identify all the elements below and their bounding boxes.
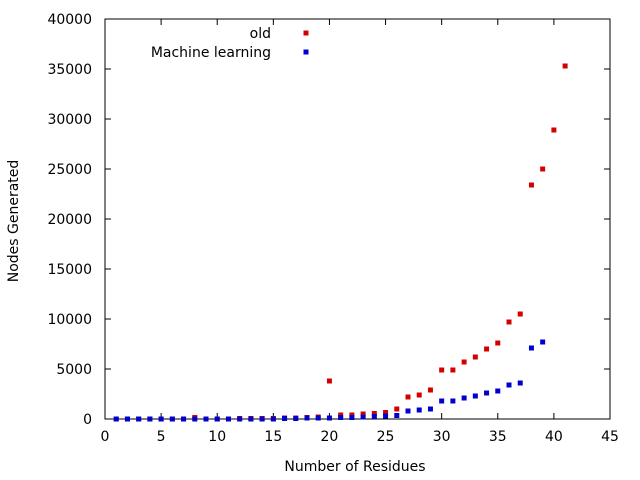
y-tick-label: 40000: [47, 12, 92, 28]
data-point: [405, 394, 411, 400]
data-point: [304, 415, 310, 421]
legend-marker-old: [303, 30, 309, 36]
data-point: [416, 407, 422, 413]
data-point: [472, 354, 478, 360]
data-point: [203, 416, 209, 422]
data-point: [181, 416, 187, 422]
data-point: [225, 416, 231, 422]
data-point: [472, 393, 478, 399]
y-tick-label: 10000: [47, 312, 92, 328]
data-point: [427, 387, 433, 393]
data-point: [495, 388, 501, 394]
x-tick-label: 25: [377, 429, 395, 445]
data-point: [360, 411, 366, 417]
data-point: [427, 406, 433, 412]
data-point: [270, 416, 276, 422]
data-point: [540, 166, 546, 172]
data-point: [484, 390, 490, 396]
y-tick-label: 20000: [47, 212, 92, 228]
legend-marker-machine-learning: [303, 49, 309, 55]
plot-frame: [104, 18, 611, 420]
y-axis-title: Nodes Generated: [6, 160, 22, 283]
y-tick-label: 5000: [56, 362, 92, 378]
data-point: [326, 378, 332, 384]
data-point: [214, 416, 220, 422]
data-point: [517, 311, 523, 317]
data-point: [237, 416, 243, 422]
data-point: [416, 392, 422, 398]
data-point: [528, 345, 534, 351]
legend-label-machine-learning: Machine learning: [151, 45, 271, 61]
series-old: [113, 63, 568, 422]
x-tick-label: 15: [264, 429, 282, 445]
data-point: [383, 413, 389, 419]
data-point: [461, 395, 467, 401]
data-point: [551, 127, 557, 133]
data-point: [326, 415, 332, 421]
legend: old Machine learning: [151, 26, 309, 61]
data-point: [259, 416, 265, 422]
x-tick-label: 0: [101, 429, 110, 445]
x-tick-label: 35: [489, 429, 507, 445]
data-point: [124, 416, 130, 422]
series-machine-learning: [113, 339, 546, 422]
data-point: [506, 382, 512, 388]
data-point: [349, 415, 355, 420]
data-point: [394, 413, 400, 418]
x-tick-label: 40: [545, 429, 563, 445]
data-point: [394, 406, 400, 412]
data-point: [450, 367, 456, 373]
data-point: [528, 182, 534, 188]
data-point: [371, 414, 377, 419]
axis-ticks: 0 5 10 15 20 25 30 35 40 45 0 5000 10000 15000 20000 25…: [47, 12, 618, 445]
data-point: [360, 414, 366, 420]
x-tick-label: 45: [601, 429, 619, 445]
data-point: [540, 339, 546, 345]
data-point: [562, 63, 568, 69]
data-point: [371, 411, 377, 416]
data-point: [517, 380, 523, 386]
data-point: [282, 416, 288, 421]
data-point: [495, 340, 501, 346]
data-point: [136, 416, 142, 422]
data-point: [383, 410, 389, 415]
data-point: [315, 415, 321, 421]
data-point: [293, 416, 299, 421]
data-points: [113, 63, 568, 422]
y-tick-label: 25000: [47, 162, 92, 178]
legend-label-old: old: [250, 26, 271, 42]
data-point: [484, 346, 490, 352]
data-point: [338, 415, 344, 420]
data-point: [147, 416, 153, 422]
y-tick-label: 0: [83, 412, 92, 428]
y-tick-label: 30000: [47, 112, 92, 128]
x-tick-label: 20: [321, 429, 339, 445]
data-point: [169, 416, 175, 422]
x-axis-title: Number of Residues: [284, 459, 425, 475]
y-tick-label: 15000: [47, 262, 92, 278]
data-point: [461, 359, 467, 365]
y-tick-label: 35000: [47, 62, 92, 78]
data-point: [506, 319, 512, 325]
x-tick-label: 10: [208, 429, 226, 445]
x-tick-label: 5: [157, 429, 166, 445]
x-tick-label: 30: [433, 429, 451, 445]
data-point: [248, 416, 254, 422]
data-point: [113, 416, 119, 422]
data-point: [158, 416, 164, 422]
data-point: [439, 367, 445, 373]
data-point: [192, 416, 198, 422]
data-point: [405, 408, 411, 414]
data-point: [439, 398, 445, 404]
data-point: [450, 398, 456, 404]
